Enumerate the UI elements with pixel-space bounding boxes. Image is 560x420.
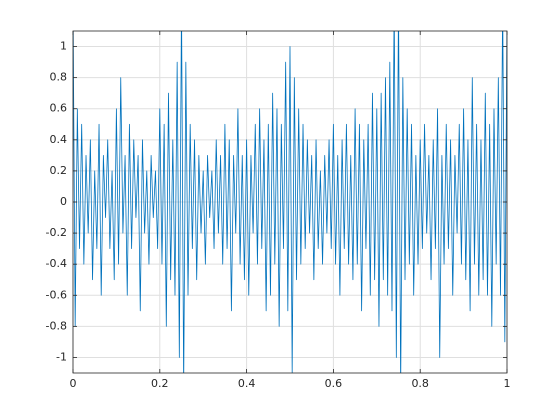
y-tick-label: -0.4 bbox=[46, 257, 67, 270]
y-tick-label: -0.2 bbox=[46, 226, 67, 239]
y-tick-label: -0.8 bbox=[46, 319, 67, 332]
y-tick-label: 1 bbox=[60, 40, 67, 53]
y-tick-label: -1 bbox=[56, 350, 67, 363]
series bbox=[73, 31, 507, 373]
y-tick-label: 0.6 bbox=[50, 102, 68, 115]
x-tick-label: 0.4 bbox=[238, 377, 256, 390]
data-line bbox=[73, 31, 507, 373]
x-tick-label: 1 bbox=[504, 377, 511, 390]
x-tick-label: 0.8 bbox=[411, 377, 429, 390]
y-tick-label: 0 bbox=[60, 195, 67, 208]
x-tick-label: 0.2 bbox=[151, 377, 169, 390]
y-tick-label: 0.8 bbox=[50, 71, 68, 84]
y-tick-label: 0.4 bbox=[50, 133, 68, 146]
y-tick-label: 0.2 bbox=[50, 164, 68, 177]
x-tick-label: 0 bbox=[70, 377, 77, 390]
y-tick-label: -0.6 bbox=[46, 288, 67, 301]
x-tick-label: 0.6 bbox=[325, 377, 343, 390]
